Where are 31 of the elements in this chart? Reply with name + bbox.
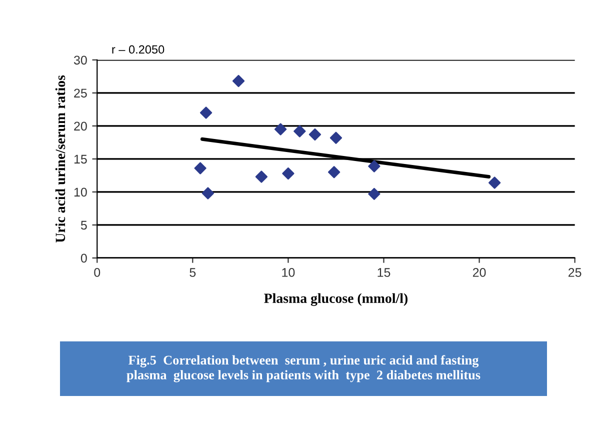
y-tick-label: 15 <box>74 154 87 164</box>
point <box>194 162 206 174</box>
x-tick-label: 0 <box>94 268 100 277</box>
point <box>274 123 287 136</box>
point <box>368 188 380 200</box>
y-tick-label: 30 <box>74 56 87 65</box>
x-tick-label: 15 <box>378 268 390 277</box>
point <box>488 176 501 189</box>
text: r – 0.2050 <box>112 45 164 54</box>
point <box>330 132 342 144</box>
y-tick-label: 20 <box>74 122 87 131</box>
x-axis-title: Plasma glucose (mmol/l) <box>264 293 408 306</box>
x-tick-label: 20 <box>472 268 486 277</box>
point <box>282 167 294 180</box>
y-tick-label: 10 <box>74 188 87 197</box>
point <box>232 74 245 88</box>
y-tick-label: 25 <box>74 88 87 98</box>
y-tick-label: 5 <box>80 220 87 230</box>
x-tick-label: 25 <box>568 268 582 277</box>
x-tick-label: 10 <box>282 268 295 277</box>
y-axis-title: Uric acid urine/serum ratios <box>55 75 66 243</box>
point <box>368 160 380 172</box>
caption: Fig.5 Correlation between serum , urine uric acid and fasting plasma glucose levels in patients with type 2 diabetes mellitus <box>126 355 480 382</box>
x-tick-label: 5 <box>190 268 196 277</box>
point <box>328 166 340 178</box>
y-tick-label: 0 <box>80 254 87 263</box>
point <box>308 128 322 141</box>
point <box>202 187 214 200</box>
point <box>255 170 268 183</box>
point <box>200 106 212 119</box>
point <box>294 125 306 138</box>
